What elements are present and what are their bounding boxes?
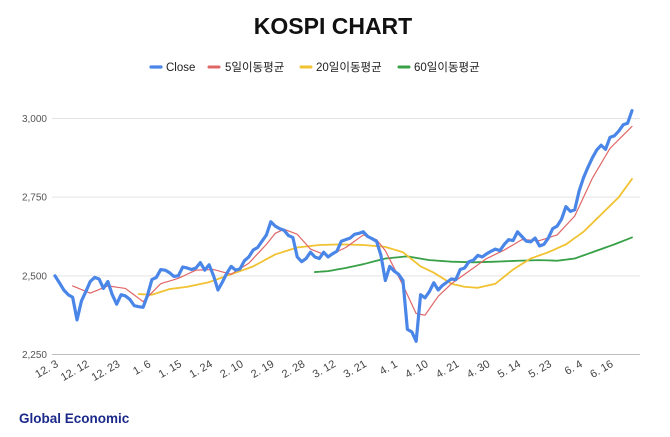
y-tick-label: 3,000 <box>22 114 47 125</box>
x-tick-label: 1. 24 <box>187 358 214 381</box>
footer-brand: Global Economic <box>19 411 130 426</box>
y-axis-ticks: 2,250 2,500 2,750 3,000 <box>22 114 47 361</box>
series-line-ma60 <box>313 236 633 273</box>
chart-title: KOSPI CHART <box>254 13 412 39</box>
x-tick-label: 2. 28 <box>280 358 307 381</box>
x-tick-label: 2. 19 <box>249 358 276 381</box>
series-lines <box>53 109 634 343</box>
x-tick-label: 3. 21 <box>342 358 369 381</box>
series-line-ma5 <box>72 125 633 316</box>
y-tick-label: 2,250 <box>22 350 47 361</box>
legend-item-ma20: 20일이동평균 <box>299 60 382 74</box>
legend-label-ma5: 5일이동평균 <box>225 60 284 74</box>
legend-label-close: Close <box>166 62 195 74</box>
x-tick-label: 5. 23 <box>527 358 554 381</box>
legend-item-close: Close <box>149 62 195 74</box>
y-tick-label: 2,500 <box>22 271 47 282</box>
x-tick-label: 12. 12 <box>59 358 91 384</box>
series-line-close <box>53 109 634 343</box>
series-line-ma20 <box>137 178 633 296</box>
x-tick-label: 6. 4 <box>563 358 585 378</box>
x-tick-label: 4. 1 <box>378 358 400 378</box>
x-tick-label: 1. 6 <box>131 358 153 378</box>
y-tick-label: 2,750 <box>22 193 47 204</box>
x-tick-label: 4. 21 <box>434 358 461 381</box>
x-tick-label: 12. 23 <box>90 358 122 384</box>
legend-label-ma60: 60일이동평균 <box>414 60 480 74</box>
legend-label-ma20: 20일이동평균 <box>316 60 382 74</box>
legend-item-ma5: 5일이동평균 <box>207 60 284 74</box>
x-tick-label: 3. 12 <box>311 358 338 381</box>
x-tick-label: 4. 10 <box>403 358 430 381</box>
gridlines <box>52 118 640 355</box>
legend-item-ma60: 60일이동평균 <box>397 60 480 74</box>
x-tick-label: 2. 10 <box>218 358 245 381</box>
x-tick-label: 12. 3 <box>33 358 60 381</box>
x-tick-label: 4. 30 <box>465 358 492 381</box>
legend: Close 5일이동평균 20일이동평균 60일이동평균 <box>149 60 480 74</box>
x-tick-label: 1. 15 <box>157 358 184 381</box>
x-tick-label: 5. 14 <box>496 358 523 381</box>
x-tick-label: 6. 16 <box>588 358 615 381</box>
